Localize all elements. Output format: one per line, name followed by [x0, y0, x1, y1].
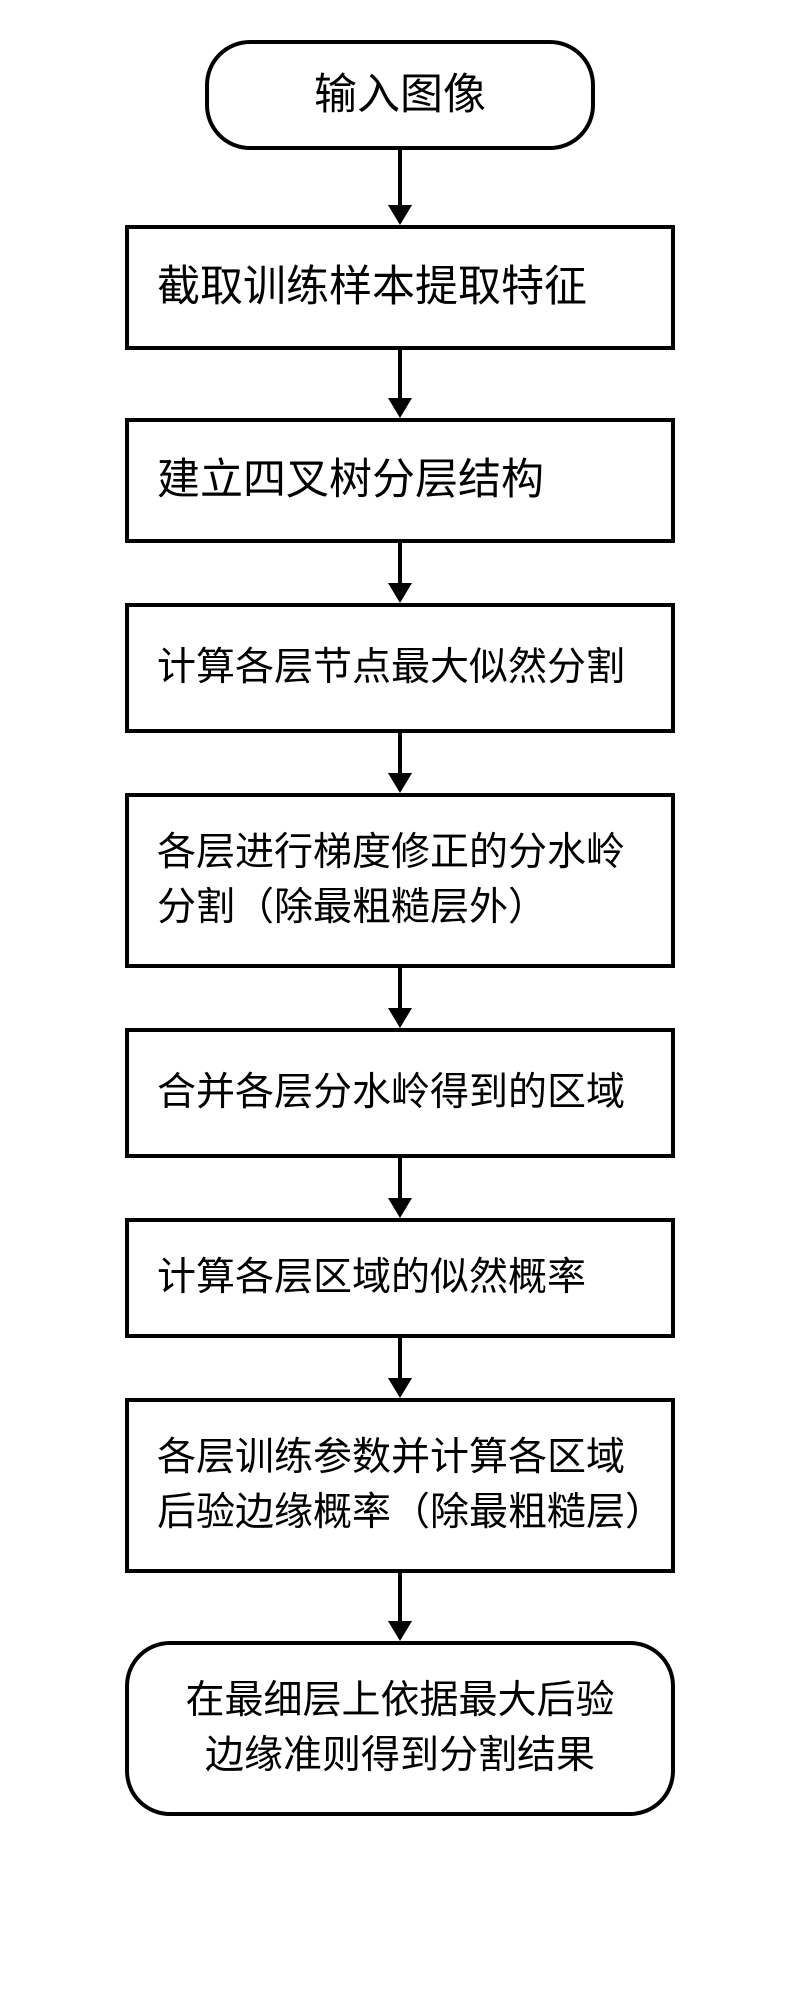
flowchart-node-n8: 各层训练参数并计算各区域后验边缘概率（除最粗糙层） — [125, 1398, 675, 1573]
arrow-head-icon — [388, 205, 412, 225]
node-label: 输入图像 — [314, 65, 486, 125]
flowchart-arrow — [388, 733, 412, 793]
flowchart-node-n2: 截取训练样本提取特征 — [125, 225, 675, 350]
arrow-head-icon — [388, 1378, 412, 1398]
flowchart-node-n1: 输入图像 — [205, 40, 595, 150]
arrow-head-icon — [388, 583, 412, 603]
node-label: 在最细层上依据最大后验边缘准则得到分割结果 — [174, 1674, 626, 1783]
node-label: 建立四叉树分层结构 — [157, 450, 544, 510]
flowchart-arrow — [388, 968, 412, 1028]
node-label: 合并各层分水岭得到的区域 — [157, 1066, 625, 1121]
flowchart-arrow — [388, 1338, 412, 1398]
arrow-line — [398, 733, 402, 773]
flowchart-container: 输入图像截取训练样本提取特征建立四叉树分层结构计算各层节点最大似然分割各层进行梯… — [0, 40, 800, 1816]
flowchart-arrow — [388, 150, 412, 225]
arrow-head-icon — [388, 1621, 412, 1641]
arrow-head-icon — [388, 773, 412, 793]
node-label: 各层进行梯度修正的分水岭分割（除最粗糙层外） — [157, 826, 651, 935]
flowchart-node-n7: 计算各层区域的似然概率 — [125, 1218, 675, 1338]
node-label: 计算各层区域的似然概率 — [157, 1251, 586, 1306]
arrow-line — [398, 1338, 402, 1378]
flowchart-arrow — [388, 1573, 412, 1641]
arrow-line — [398, 1573, 402, 1621]
arrow-line — [398, 543, 402, 583]
arrow-line — [398, 1158, 402, 1198]
flowchart-node-n3: 建立四叉树分层结构 — [125, 418, 675, 543]
flowchart-arrow — [388, 1158, 412, 1218]
arrow-line — [398, 968, 402, 1008]
arrow-head-icon — [388, 1008, 412, 1028]
arrow-head-icon — [388, 1198, 412, 1218]
node-label: 各层训练参数并计算各区域后验边缘概率（除最粗糙层） — [157, 1431, 651, 1540]
flowchart-arrow — [388, 543, 412, 603]
flowchart-node-n6: 合并各层分水岭得到的区域 — [125, 1028, 675, 1158]
arrow-head-icon — [388, 398, 412, 418]
node-label: 计算各层节点最大似然分割 — [157, 641, 625, 696]
flowchart-arrow — [388, 350, 412, 418]
flowchart-node-n9: 在最细层上依据最大后验边缘准则得到分割结果 — [125, 1641, 675, 1816]
flowchart-node-n5: 各层进行梯度修正的分水岭分割（除最粗糙层外） — [125, 793, 675, 968]
arrow-line — [398, 150, 402, 205]
arrow-line — [398, 350, 402, 398]
node-label: 截取训练样本提取特征 — [157, 257, 587, 317]
flowchart-node-n4: 计算各层节点最大似然分割 — [125, 603, 675, 733]
